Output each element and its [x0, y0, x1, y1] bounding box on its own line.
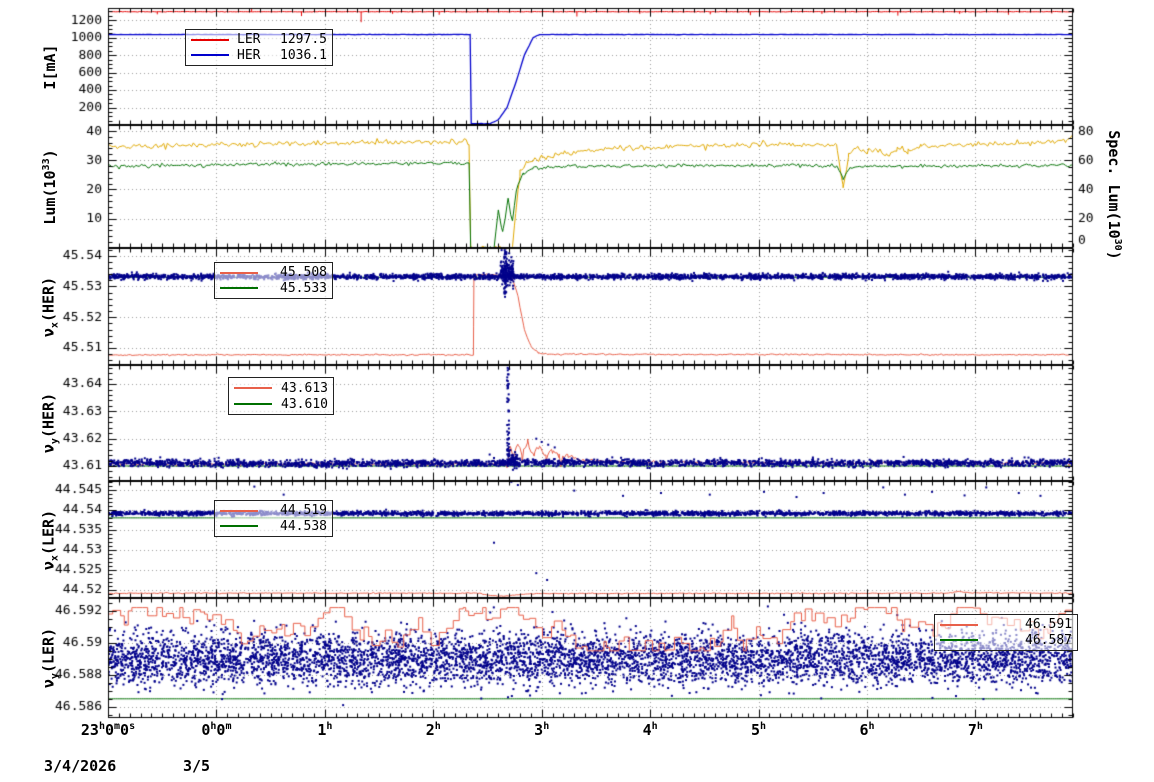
chart-canvas — [0, 0, 1154, 782]
accelerator-tune-monitor-figure: 3/4/2026 3/5 I[mA] Lum(1033) Spec. Lum(103… — [0, 0, 1154, 782]
